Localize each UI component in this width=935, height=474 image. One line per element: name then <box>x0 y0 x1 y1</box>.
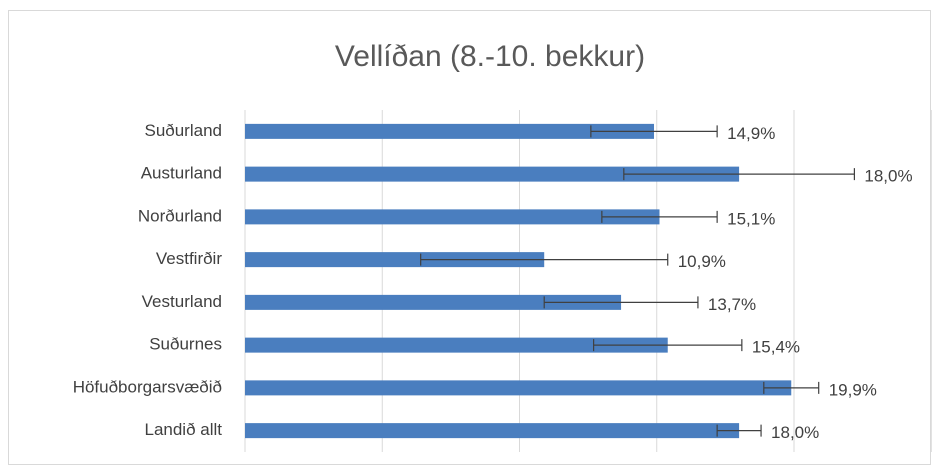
bar <box>245 423 740 439</box>
bar <box>245 209 660 225</box>
error-bar <box>543 296 699 309</box>
data-label: 10,9% <box>678 252 726 271</box>
y-tick-label: Höfuðborgarsvæðið <box>73 377 222 396</box>
error-bar <box>420 253 669 266</box>
chart-title: Vellíðan (8.-10. bekkur) <box>335 40 645 73</box>
error-bar <box>593 339 743 352</box>
data-label: 18,0% <box>864 167 912 186</box>
data-label: 13,7% <box>708 295 756 314</box>
y-tick-label: Suðurland <box>144 121 222 140</box>
y-tick-label: Landið allt <box>144 420 222 439</box>
error-bar <box>590 125 718 138</box>
bar <box>245 166 740 182</box>
y-tick-label: Vesturland <box>142 292 222 311</box>
bar <box>245 380 792 396</box>
bar <box>245 337 668 353</box>
y-tick-label: Austurland <box>141 164 222 183</box>
bar <box>245 123 655 139</box>
error-bar <box>601 210 718 223</box>
bar <box>245 294 622 310</box>
y-tick-label: Vestfirðir <box>156 249 222 268</box>
data-label: 15,1% <box>727 209 775 228</box>
error-bar <box>716 424 762 437</box>
data-label: 15,4% <box>752 338 800 357</box>
y-tick-label: Norðurland <box>138 206 222 225</box>
data-label: 18,0% <box>771 423 819 442</box>
error-bar <box>763 381 820 394</box>
chart-border <box>8 10 931 465</box>
y-tick-label: Suðurnes <box>149 335 222 354</box>
bar <box>245 252 545 268</box>
error-bar <box>623 168 855 181</box>
data-label: 14,9% <box>727 124 775 143</box>
data-label: 19,9% <box>829 380 877 399</box>
